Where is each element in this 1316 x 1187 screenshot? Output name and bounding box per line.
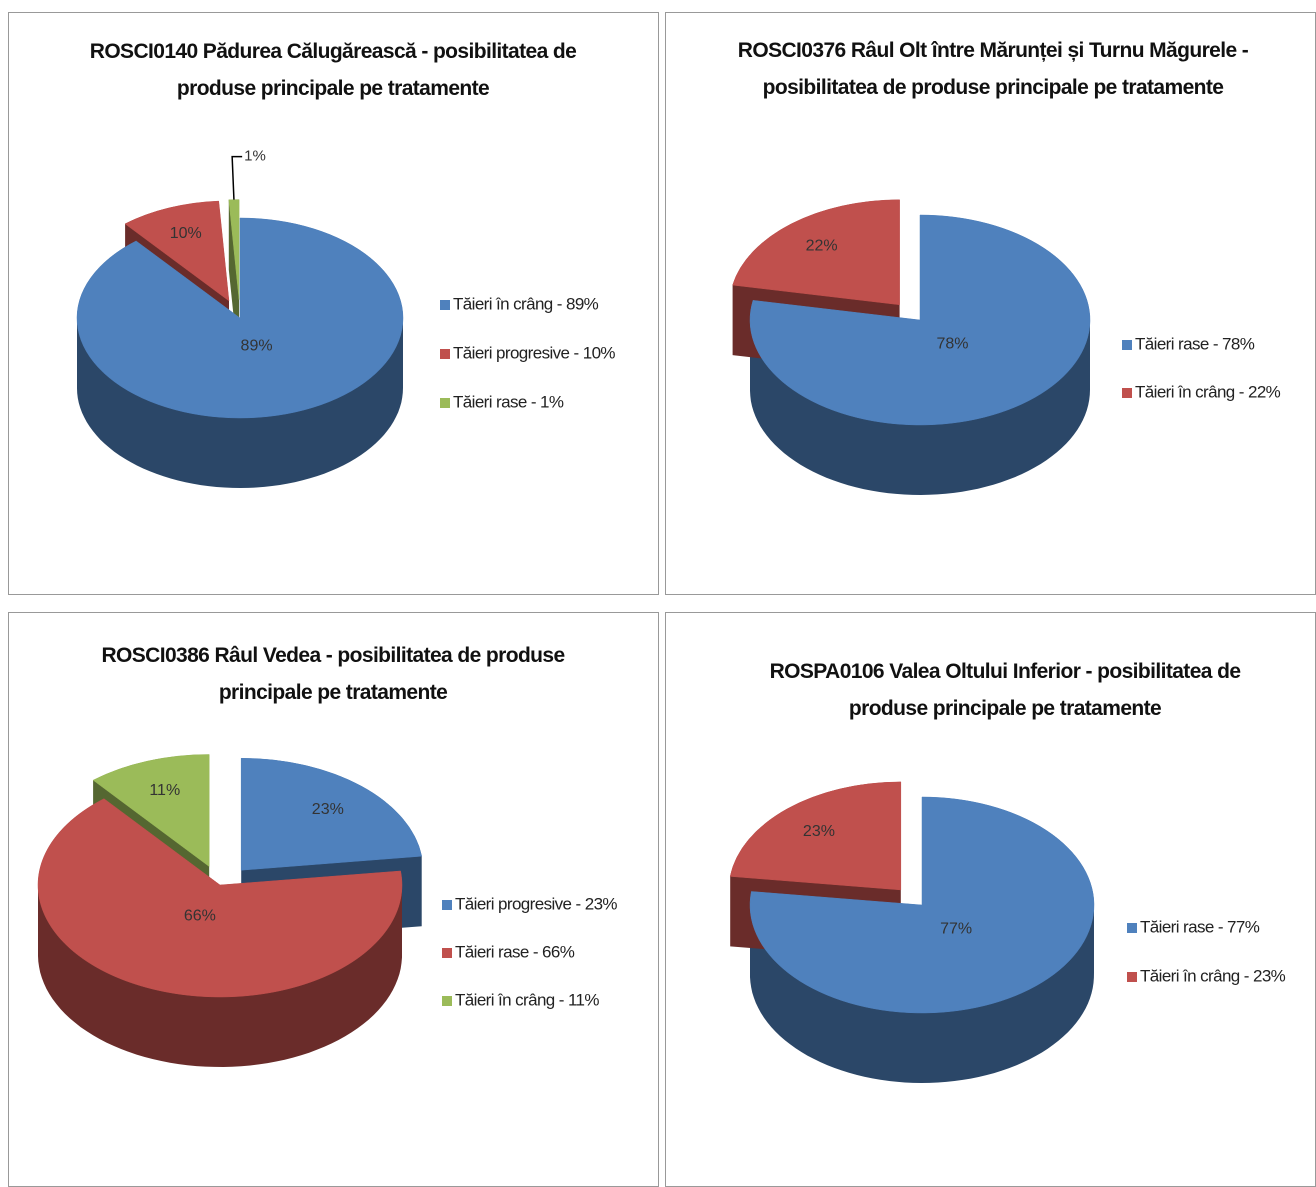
- data-label: 22%: [806, 238, 838, 255]
- legend-swatch: [442, 948, 452, 958]
- legend-label: Tăieri în crâng - 11%: [455, 990, 599, 1009]
- legend-swatch: [440, 398, 450, 408]
- legend-label: Tăieri progresive - 10%: [453, 343, 615, 362]
- data-label: 10%: [170, 225, 202, 242]
- pie-slice: [240, 757, 423, 871]
- data-label: 23%: [803, 823, 835, 840]
- chart-title: ROSCI0140 Pădurea Călugărească - posibil…: [89, 40, 577, 100]
- legend-label: Tăieri în crâng - 22%: [1135, 382, 1281, 401]
- pie-slice: [729, 781, 902, 891]
- data-label: 77%: [940, 921, 972, 938]
- legend-swatch: [442, 900, 452, 910]
- legend-swatch: [1122, 340, 1132, 350]
- data-label: 11%: [149, 782, 180, 799]
- legend-swatch: [442, 996, 452, 1006]
- legend-swatch: [440, 300, 450, 310]
- legend-label: Tăieri în crâng - 23%: [1140, 966, 1286, 985]
- legend-label: Tăieri în crâng - 89%: [453, 294, 599, 313]
- panel-border: [8, 12, 659, 595]
- legend-label: Tăieri rase - 66%: [455, 942, 575, 961]
- data-label: 78%: [936, 335, 968, 352]
- data-label: 1%: [244, 148, 266, 165]
- legend-swatch: [1127, 972, 1137, 982]
- chart-title: ROSPA0106 Valea Oltului Inferior - posib…: [769, 660, 1241, 720]
- chart-title: ROSCI0376 Râul Olt între Mărunței și Tur…: [737, 39, 1249, 99]
- pie-slice: [749, 214, 1091, 426]
- pie-slice: [37, 798, 403, 998]
- pie-slice: [124, 200, 230, 302]
- legend-label: Tăieri rase - 78%: [1135, 334, 1255, 353]
- legend-swatch: [1127, 923, 1137, 933]
- pie-slice: [76, 217, 404, 419]
- data-label: 89%: [241, 337, 273, 354]
- legend-label: Tăieri rase - 1%: [453, 392, 564, 411]
- chart-title: ROSCI0386 Râul Vedea - posibilitatea de …: [101, 644, 565, 704]
- leader-line: [231, 155, 243, 200]
- pie-slice: [732, 199, 900, 306]
- legend-swatch: [1122, 388, 1132, 398]
- data-label: 23%: [312, 801, 344, 818]
- pie-slice: [749, 796, 1095, 1014]
- legend-label: Tăieri rase - 77%: [1140, 917, 1260, 936]
- pie-slice: [92, 754, 210, 867]
- data-label: 66%: [184, 907, 216, 924]
- legend-swatch: [440, 349, 450, 359]
- legend-label: Tăieri progresive - 23%: [455, 894, 617, 913]
